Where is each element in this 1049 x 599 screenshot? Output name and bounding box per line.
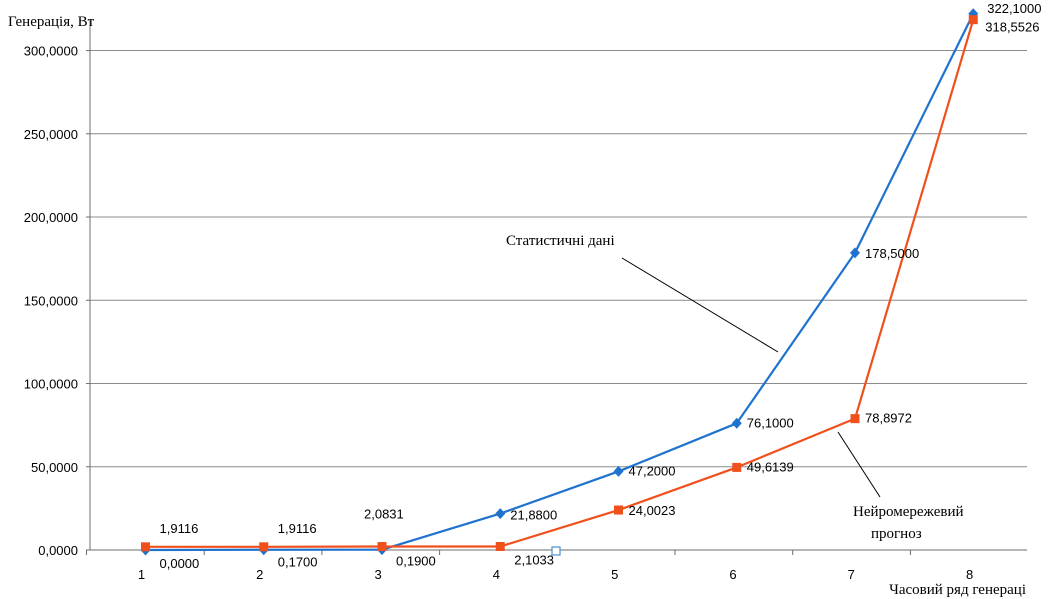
stat-callout-line <box>621 257 779 353</box>
data-label: 0,1700 <box>278 555 318 570</box>
x-axis-title: Часовий ряд генераці <box>889 582 1026 598</box>
series-point <box>614 505 623 515</box>
data-label: 24,0023 <box>629 503 676 518</box>
data-label: 178,5000 <box>865 246 919 261</box>
axes <box>86 20 1027 555</box>
y-tick-labels: 0,0000 50,0000 100,0000 150,0000 200,0000 250… <box>24 44 78 558</box>
series-point <box>731 417 742 429</box>
neuro-callout-line <box>837 431 881 498</box>
y-axis-title: Генерація, Вт <box>8 14 95 30</box>
data-label: 1,9116 <box>160 521 199 536</box>
neuro-series-callout-line1: Нейромережевий <box>853 504 964 520</box>
x-tick-label: 1 <box>138 567 145 582</box>
x-tick-label: 7 <box>848 567 855 582</box>
series <box>140 8 979 556</box>
x-tick-label: 4 <box>493 567 500 582</box>
x-tick-labels: 1 2 3 4 5 6 7 8 <box>138 567 973 582</box>
axis-break <box>84 252 1029 266</box>
gridlines <box>84 50 1029 468</box>
data-label: 318,5526 <box>985 20 1039 35</box>
y-tick-label: 300,0000 <box>24 44 78 59</box>
data-label: 78,8972 <box>865 411 912 426</box>
x-tick-label: 5 <box>611 567 618 582</box>
series-point <box>850 414 860 424</box>
y-tick-label: 0,0000 <box>38 543 78 558</box>
series-point <box>259 542 269 552</box>
series-point <box>141 542 150 552</box>
series-point <box>968 15 978 25</box>
x-tick-label: 3 <box>374 567 381 582</box>
data-label: 1,9116 <box>278 521 317 536</box>
y-tick-label: 100,0000 <box>24 377 78 392</box>
data-label: 49,6139 <box>747 459 794 474</box>
small-square-marker <box>551 546 561 556</box>
series-point <box>377 542 387 552</box>
data-label: 0,1900 <box>396 554 436 569</box>
series-point <box>495 508 506 520</box>
data-label: 2,1033 <box>514 552 554 567</box>
data-label: 76,1000 <box>747 415 794 430</box>
series-point <box>613 465 624 477</box>
data-label: 47,2000 <box>629 463 676 478</box>
data-label: 0,0000 <box>160 556 200 571</box>
y-tick-label: 250,0000 <box>24 127 78 142</box>
data-label: 2,0831 <box>364 507 404 522</box>
x-tick-label: 6 <box>729 567 736 582</box>
x-tick-label: 8 <box>966 567 973 582</box>
series-line <box>145 13 975 552</box>
stat-series-callout: Статистичні дані <box>506 233 615 249</box>
neuro-series-callout-line2: прогноз <box>871 526 922 542</box>
x-tick-label: 2 <box>256 567 263 582</box>
y-tick-label: 150,0000 <box>24 293 78 308</box>
series-point <box>732 462 742 472</box>
y-tick-label: 200,0000 <box>24 210 78 225</box>
y-tick-label: 50,0000 <box>31 460 78 475</box>
series-line <box>145 19 975 548</box>
data-label: 322,1000 <box>987 1 1041 16</box>
series-point <box>850 247 860 259</box>
data-label: 21,8800 <box>510 508 557 523</box>
series-point <box>495 541 505 551</box>
data-labels: 0,0000 0,1700 0,1900 21,8800 47,2000 76,1000 1… <box>160 1 1042 571</box>
